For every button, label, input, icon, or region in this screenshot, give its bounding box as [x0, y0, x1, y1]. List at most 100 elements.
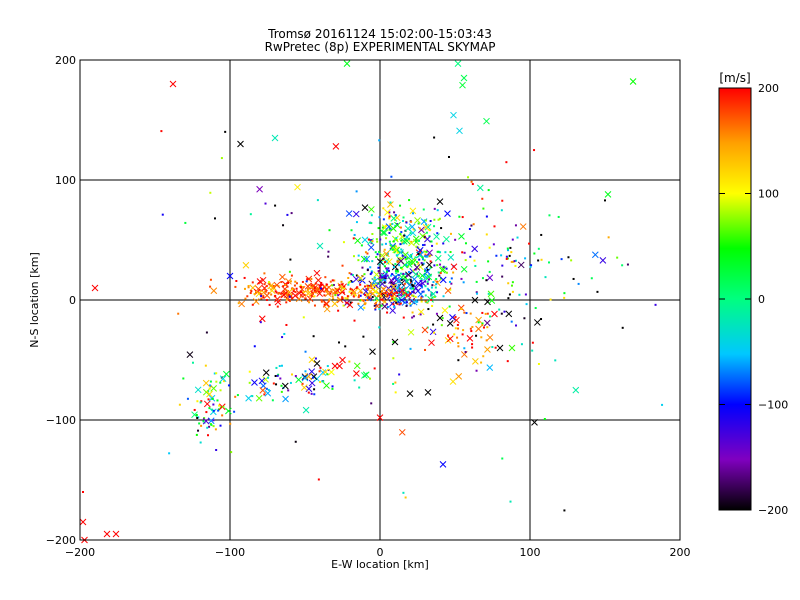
data-point-dot: [441, 317, 444, 320]
data-point-dot: [359, 294, 362, 297]
data-point-dot: [429, 266, 432, 269]
data-point-dot: [428, 255, 431, 258]
data-point-dot: [334, 294, 337, 297]
data-point-dot: [488, 270, 491, 273]
data-point-dot: [510, 284, 513, 287]
data-point-dot: [421, 256, 424, 259]
data-point-dot: [402, 242, 405, 245]
data-point-dot: [420, 300, 423, 303]
chart-title: Tromsø 20161124 15:02:00-15:03:43: [267, 27, 492, 41]
data-point-cross: [389, 244, 396, 252]
data-point-dot: [357, 302, 360, 305]
data-point-dot: [396, 286, 399, 289]
data-point-dot: [494, 346, 497, 349]
data-point-dot: [358, 294, 361, 297]
data-point-cross: [441, 307, 449, 314]
data-point-dot: [420, 278, 423, 281]
data-point-dot: [487, 292, 490, 295]
data-point-dot: [304, 350, 307, 353]
data-point-dot: [280, 281, 283, 284]
data-point-dot: [301, 295, 304, 298]
data-point-cross: [390, 283, 397, 291]
data-point-dot: [212, 425, 215, 428]
data-point-dot: [359, 299, 362, 302]
data-point-dot: [439, 251, 442, 254]
data-point-dot: [391, 295, 394, 298]
data-point-cross: [391, 263, 399, 271]
data-point-dot: [216, 399, 219, 402]
data-point-dot: [549, 298, 552, 301]
data-point-dot: [322, 380, 325, 383]
data-point-dot: [396, 260, 399, 263]
data-point-dot: [396, 291, 399, 294]
data-point-dot: [471, 325, 474, 328]
data-point-cross: [273, 281, 281, 289]
data-point-dot: [367, 284, 370, 287]
data-point-dot: [445, 267, 448, 270]
data-point-dot: [400, 231, 403, 234]
data-point-dot: [417, 222, 420, 225]
data-point-dot: [470, 330, 473, 333]
data-point-dot: [654, 303, 657, 306]
data-point-cross: [225, 407, 232, 415]
data-point-dot: [482, 207, 485, 210]
data-point-dot: [369, 377, 372, 380]
data-point-dot: [343, 285, 346, 288]
data-point-dot: [428, 229, 431, 232]
data-point-dot: [285, 283, 288, 286]
data-point-dot: [433, 225, 436, 228]
data-point-dot: [426, 287, 429, 290]
data-point-dot: [306, 289, 309, 292]
data-point-dot: [310, 277, 313, 280]
data-point-cross: [433, 233, 440, 240]
data-point-dot: [350, 273, 353, 276]
data-point-dot: [313, 388, 316, 391]
data-point-dot: [368, 221, 371, 224]
x-tick-label: −100: [215, 546, 245, 559]
data-point-dot: [276, 305, 279, 308]
data-point-cross: [319, 369, 327, 376]
data-point-dot: [288, 299, 291, 302]
data-point-dot: [262, 296, 265, 299]
colorbar-tick-label: −200: [758, 504, 788, 517]
data-point-dot: [394, 214, 397, 217]
data-point-cross: [392, 246, 400, 254]
data-point-dot: [453, 333, 456, 336]
data-point-dot: [543, 418, 546, 421]
data-point-dot: [404, 272, 407, 275]
data-point-dot: [392, 357, 395, 360]
data-point-cross: [454, 60, 462, 67]
data-point-dot: [524, 293, 527, 296]
data-point-dot: [382, 257, 385, 260]
data-point-dot: [197, 429, 200, 432]
data-point-dot: [351, 280, 354, 283]
data-point-dot: [410, 294, 413, 297]
data-point-dot: [384, 275, 387, 278]
data-point-dot: [401, 219, 404, 222]
data-point-dot: [399, 302, 402, 305]
data-point-dot: [531, 349, 534, 352]
data-point-dot: [429, 240, 432, 243]
data-point-dot: [253, 293, 256, 296]
data-point-dot: [425, 250, 428, 253]
data-point-dot: [477, 321, 480, 324]
data-point-cross: [346, 301, 354, 309]
data-point-cross: [259, 387, 267, 394]
data-point-cross: [376, 290, 384, 298]
data-point-dot: [366, 287, 369, 290]
data-point-dot: [398, 293, 401, 296]
data-point-dot: [409, 302, 412, 305]
data-point-dot: [471, 343, 474, 346]
data-point-dot: [384, 224, 387, 227]
data-point-cross: [417, 290, 425, 298]
data-point-cross: [245, 394, 252, 402]
data-point-cross: [367, 244, 375, 251]
data-point-dot: [302, 286, 305, 289]
data-point-dot: [463, 251, 466, 254]
data-point-cross: [391, 338, 399, 346]
data-point-cross: [398, 428, 406, 436]
data-point-dot: [343, 287, 346, 290]
data-point-cross: [301, 374, 309, 382]
data-point-dot: [263, 283, 266, 286]
data-point-dot: [291, 297, 294, 300]
